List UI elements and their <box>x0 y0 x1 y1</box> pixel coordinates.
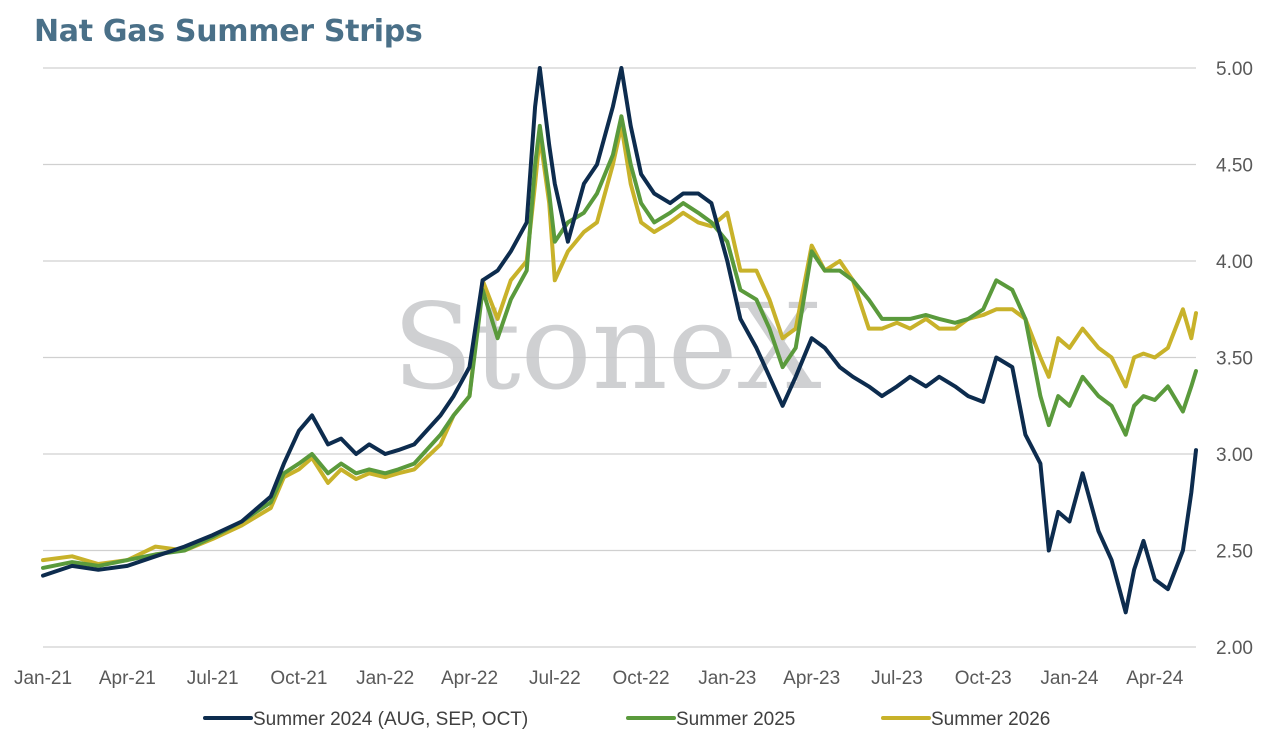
x-tick-label: Jan-21 <box>14 668 72 689</box>
y-tick-label: 3.00 <box>1216 445 1253 466</box>
x-tick-label: Jan-24 <box>1040 668 1099 689</box>
series-line-summer-2024 <box>41 66 1198 615</box>
y-tick-label: 2.50 <box>1216 542 1253 563</box>
legend-entry-label: Summer 2024 (AUG, SEP, OCT) <box>253 709 528 730</box>
x-tick-label: Jan-23 <box>698 668 756 689</box>
y-tick-label: 2.00 <box>1216 638 1253 659</box>
legend: Summer 2024 (AUG, SEP, OCT) Summer 2025 Su… <box>203 709 1050 730</box>
x-tick-label: Jan-22 <box>356 668 414 689</box>
legend-entry-label: Summer 2026 <box>931 709 1050 730</box>
x-tick-label: Oct-23 <box>955 668 1012 689</box>
series-line-summer-2025 <box>41 114 1198 570</box>
x-tick-label: Oct-21 <box>270 668 327 689</box>
y-tick-label: 4.00 <box>1216 252 1253 273</box>
y-tick-label: 4.50 <box>1216 156 1253 177</box>
x-tick-label: Jul-22 <box>529 668 581 689</box>
x-tick-label: Apr-21 <box>99 668 156 689</box>
series-line-summer-2026 <box>41 123 1198 566</box>
gridlines <box>43 67 1196 648</box>
x-tick-label: Jul-23 <box>871 668 923 689</box>
x-tick-label: Apr-24 <box>1126 668 1183 689</box>
x-tick-label: Jul-21 <box>187 668 239 689</box>
y-axis-tick-labels: 5.00 4.50 4.00 3.50 3.00 2.50 2.00 <box>1216 59 1253 659</box>
x-tick-label: Oct-22 <box>613 668 670 689</box>
x-tick-label: Apr-23 <box>783 668 840 689</box>
y-tick-label: 3.50 <box>1216 349 1253 370</box>
chart-title: Nat Gas Summer Strips <box>34 14 423 49</box>
y-tick-label: 5.00 <box>1216 59 1253 80</box>
watermark-logo: StoneX <box>392 278 821 416</box>
series-lines <box>41 66 1198 615</box>
x-axis-tick-labels: Jan-21 Apr-21 Jul-21 Oct-21 Jan-22 Apr-22 Jul-… <box>14 668 1184 689</box>
legend-entry-label: Summer 2025 <box>676 709 795 730</box>
x-tick-label: Apr-22 <box>441 668 498 689</box>
